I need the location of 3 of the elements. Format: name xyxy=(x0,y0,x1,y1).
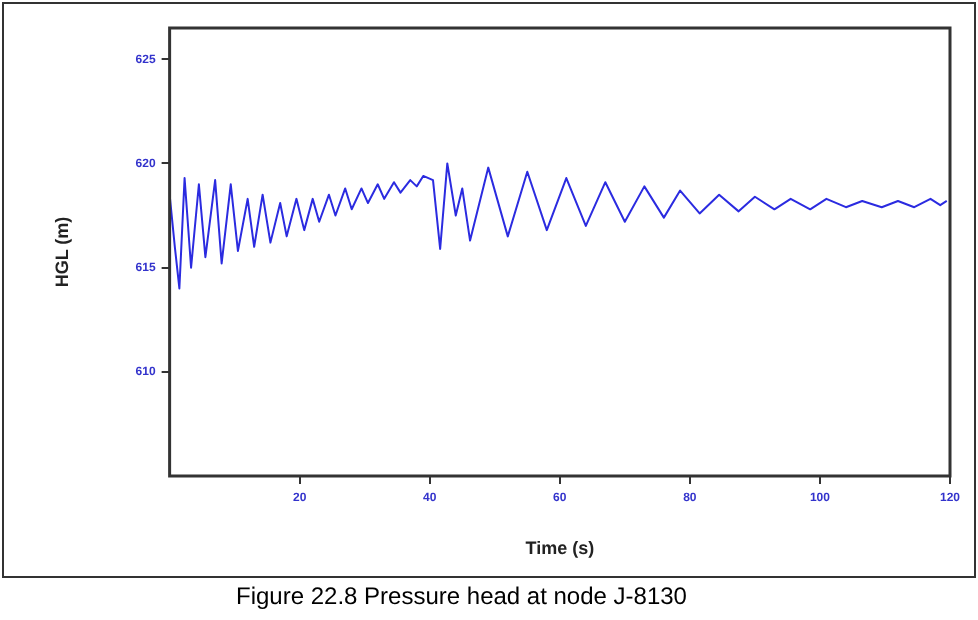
caption: Figure 22.8 Pressure head at node J-8130 xyxy=(236,582,689,610)
x-axis-title: Time (s) xyxy=(525,538,595,559)
y-axis-title: HGL (m) xyxy=(51,216,72,288)
